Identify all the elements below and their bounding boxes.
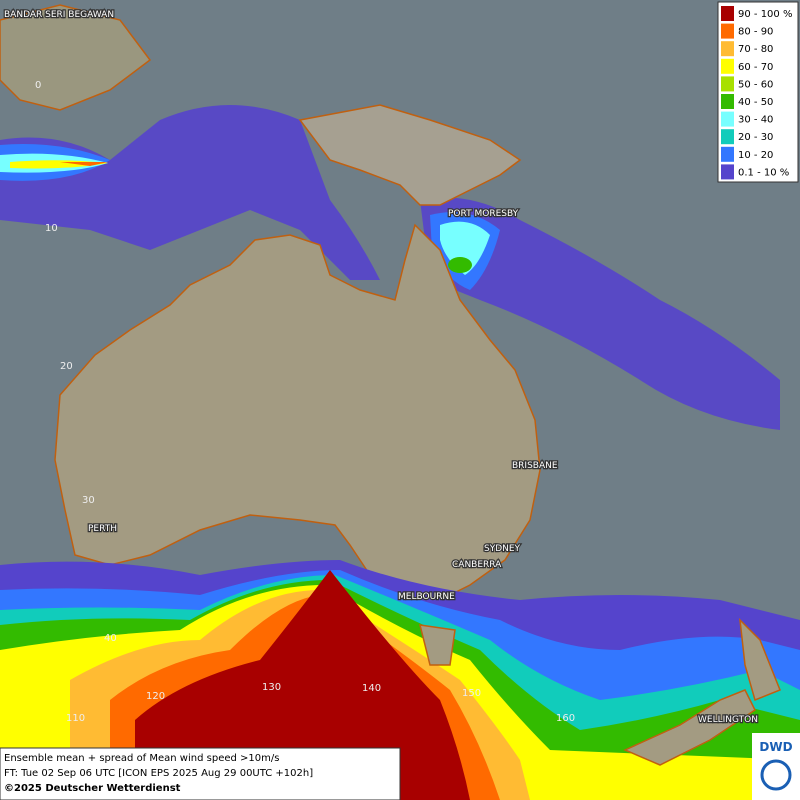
legend-swatch [721, 146, 734, 162]
legend-swatch [721, 23, 734, 39]
legend-label: 30 - 40 [738, 115, 773, 126]
latitude-label: 30 [82, 495, 95, 506]
legend-label: 20 - 30 [738, 132, 773, 143]
footer-box [0, 747, 401, 800]
legend-swatch [721, 76, 734, 92]
footer-line: FT: Tue 02 Sep 06 UTC [ICON EPS 2025 Aug… [4, 768, 313, 779]
legend-label: 80 - 90 [738, 27, 773, 38]
legend-swatch [721, 41, 734, 57]
latitude-label: 0 [35, 80, 41, 91]
legend-swatch [721, 129, 734, 145]
australia [54, 223, 541, 601]
latitude-label: 20 [60, 361, 73, 372]
logo-icon [760, 759, 792, 791]
longitude-label: 150 [462, 688, 481, 699]
city-label: WELLINGTON [698, 715, 758, 725]
legend-label: 10 - 20 [738, 150, 773, 161]
legend-swatch [721, 111, 734, 127]
latitude-label: 40 [104, 633, 117, 644]
legend-label: 70 - 80 [738, 44, 773, 55]
city-label: BANDAR SERI BEGAWAN [4, 10, 114, 20]
longitude-label: 120 [146, 691, 165, 702]
city-label: PERTH [88, 524, 117, 534]
new-zealand-north [739, 617, 781, 702]
longitude-label: 130 [262, 682, 281, 693]
wind-field [60, 162, 108, 166]
longitude-label: 160 [556, 713, 575, 724]
tasmania [419, 624, 456, 666]
wind-field [0, 105, 380, 280]
legend-swatch [721, 58, 734, 74]
legend-label: 40 - 50 [738, 97, 773, 108]
city-label: CANBERRA [452, 560, 502, 570]
legend-swatch [721, 6, 734, 21]
legend-label: 60 - 70 [738, 62, 773, 73]
new-guinea [298, 104, 522, 206]
wind-field [420, 197, 780, 430]
longitude-label: 110 [66, 713, 85, 724]
legend-swatch [721, 164, 734, 180]
latitude-label: 10 [45, 223, 58, 234]
new-zealand-south [623, 689, 756, 766]
city-label: MELBOURNE [398, 592, 455, 602]
wind-field [135, 570, 470, 800]
footer-line: Ensemble mean + spread of Mean wind spee… [4, 753, 279, 764]
legend-label: 0.1 - 10 % [738, 167, 789, 178]
city-label: SYDNEY [484, 544, 521, 554]
borneo [0, 4, 152, 111]
longitude-label: 140 [362, 683, 381, 694]
city-label: BRISBANE [512, 461, 558, 471]
legend-label: 90 - 100 % [738, 9, 792, 20]
wind-field [448, 257, 472, 273]
logo-text: DWD [759, 740, 792, 754]
legend-label: 50 - 60 [738, 79, 773, 90]
legend-swatch [721, 94, 734, 109]
city-label: PORT MORESBY [448, 209, 519, 219]
footer-line: ©2025 Deutscher Wetterdienst [4, 783, 181, 794]
